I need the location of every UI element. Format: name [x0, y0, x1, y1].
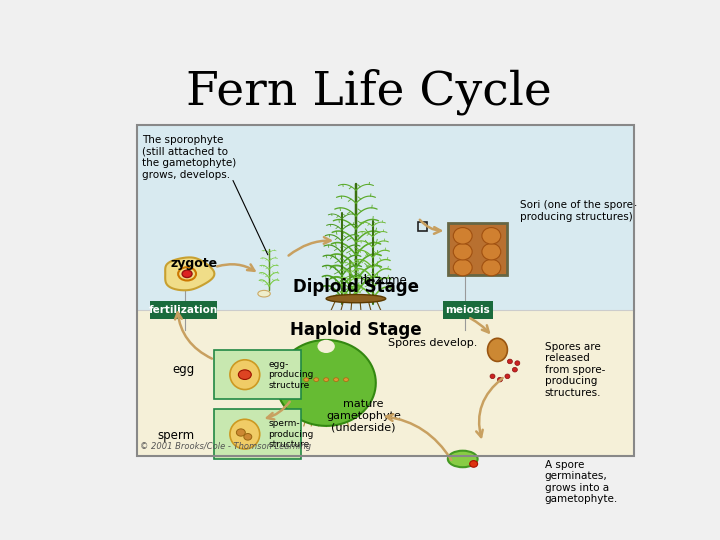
Ellipse shape [490, 374, 495, 379]
Ellipse shape [505, 374, 510, 379]
Ellipse shape [482, 259, 500, 276]
Bar [150, 301, 217, 319]
Text: © 2001 Brooks/Cole - Thomson Learning: © 2001 Brooks/Cole - Thomson Learning [140, 442, 311, 451]
Ellipse shape [513, 367, 518, 372]
Circle shape [343, 378, 348, 381]
Circle shape [333, 378, 338, 381]
Text: The sporophyte
(still attached to
the gametophyte)
grows, develops.: The sporophyte (still attached to the ga… [143, 135, 237, 180]
Polygon shape [276, 340, 376, 426]
Text: Sori (one of the spore-
producing structures): Sori (one of the spore- producing struct… [520, 200, 636, 222]
Text: sperm-
producing
structure: sperm- producing structure [269, 419, 314, 449]
Text: egg-
producing
structure: egg- producing structure [269, 360, 314, 389]
Text: Spores are
released
from spore-
producing
structures.: Spores are released from spore- producin… [544, 341, 605, 398]
Ellipse shape [326, 294, 386, 303]
Ellipse shape [487, 338, 508, 361]
Ellipse shape [236, 429, 246, 436]
Bar [215, 409, 301, 459]
Bar [443, 301, 492, 319]
Circle shape [324, 378, 328, 381]
Ellipse shape [448, 451, 477, 467]
Ellipse shape [454, 259, 472, 276]
Ellipse shape [469, 461, 477, 467]
Circle shape [314, 378, 319, 381]
Text: Diploid Stage: Diploid Stage [293, 278, 419, 296]
Circle shape [182, 270, 192, 278]
Bar [138, 310, 634, 456]
Circle shape [238, 370, 251, 380]
Bar [138, 125, 634, 456]
Circle shape [304, 378, 309, 381]
Text: rhizome: rhizome [359, 274, 407, 287]
Text: sperm: sperm [158, 429, 194, 442]
Ellipse shape [258, 291, 270, 297]
Text: mature
gametophyte
(underside): mature gametophyte (underside) [326, 400, 401, 433]
Text: Fern Life Cycle: Fern Life Cycle [186, 69, 552, 115]
Ellipse shape [482, 227, 500, 244]
Ellipse shape [454, 244, 472, 260]
Ellipse shape [515, 361, 520, 366]
Text: Spores develop.: Spores develop. [388, 338, 477, 348]
Bar [448, 222, 508, 275]
Text: egg: egg [172, 363, 194, 376]
Ellipse shape [318, 340, 335, 353]
Polygon shape [165, 258, 215, 291]
Ellipse shape [508, 359, 513, 364]
Ellipse shape [454, 227, 472, 244]
Text: zygote: zygote [171, 258, 218, 271]
Bar [215, 350, 301, 400]
Ellipse shape [230, 360, 260, 389]
Ellipse shape [498, 377, 503, 382]
Text: fertilization: fertilization [149, 305, 218, 315]
Ellipse shape [244, 434, 252, 440]
Ellipse shape [230, 419, 260, 449]
Ellipse shape [482, 244, 500, 260]
Text: A spore
germinates,
grows into a
gametophyte.: A spore germinates, grows into a gametop… [544, 460, 618, 504]
Bar [138, 125, 634, 310]
Text: meiosis: meiosis [445, 305, 490, 315]
Text: Haploid Stage: Haploid Stage [290, 321, 422, 339]
Bar [418, 221, 427, 231]
